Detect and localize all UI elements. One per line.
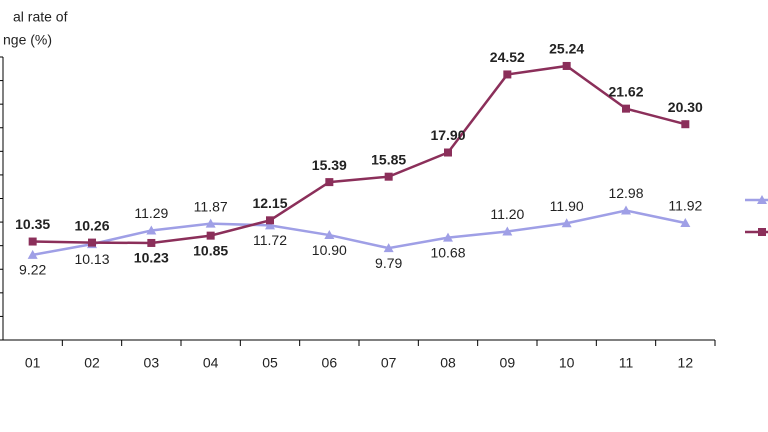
data-point: [681, 120, 690, 129]
data-label: 24.52: [490, 49, 525, 65]
data-label: 20.30: [668, 99, 703, 115]
data-label: 10.90: [312, 242, 347, 258]
data-label: 11.29: [134, 205, 168, 221]
data-point: [562, 61, 571, 70]
x-tick-label: 05: [262, 355, 278, 371]
data-label: 10.85: [193, 242, 228, 258]
x-tick-label: 10: [559, 355, 575, 371]
data-label: 9.79: [375, 255, 402, 271]
data-label: 12.98: [608, 185, 643, 201]
data-label: 11.20: [490, 206, 524, 222]
data-label: 10.23: [134, 250, 169, 266]
y-axis-label: al rate of: [13, 9, 68, 25]
x-tick-label: 09: [500, 355, 516, 371]
data-point: [27, 249, 38, 259]
data-point: [206, 231, 215, 240]
data-point: [443, 232, 453, 242]
data-point: [680, 218, 691, 228]
data-label: 10.68: [430, 244, 465, 260]
data-label: 11.72: [253, 232, 287, 248]
data-point: [146, 225, 157, 235]
data-label: 17.90: [430, 127, 465, 143]
x-tick-label: 03: [144, 355, 160, 371]
data-point: [324, 230, 335, 240]
data-point: [147, 238, 156, 247]
data-label: 11.92: [668, 198, 702, 214]
data-point: [384, 172, 393, 181]
x-tick-label: 07: [381, 355, 397, 371]
x-tick-label: 11: [619, 355, 634, 371]
data-point: [444, 148, 452, 157]
data-point: [502, 226, 513, 236]
data-point: [265, 220, 275, 230]
data-point: [325, 178, 334, 187]
x-tick-label: 01: [25, 355, 41, 371]
x-tick-label: 04: [203, 355, 219, 371]
data-label: 11.87: [194, 198, 228, 214]
data-label: 10.13: [74, 251, 109, 267]
data-label: 11.90: [550, 198, 584, 214]
data-point: [621, 205, 631, 215]
data-point: [383, 243, 394, 253]
data-point: [622, 104, 630, 113]
data-point: [28, 237, 37, 246]
data-point: [88, 238, 96, 247]
data-label: 12.15: [252, 195, 287, 211]
data-label: 15.85: [371, 151, 406, 167]
y-axis-label: nge (%): [3, 32, 52, 48]
series-line: [32, 209, 686, 257]
x-tick-label: 12: [678, 355, 694, 371]
data-label: 15.39: [312, 157, 347, 173]
data-label: 21.62: [608, 83, 643, 99]
x-tick-label: 06: [322, 355, 338, 371]
data-point: [503, 70, 512, 79]
data-label: 10.35: [15, 216, 50, 232]
data-label: 25.24: [549, 41, 584, 57]
data-point: [266, 216, 274, 225]
data-label: 9.22: [19, 262, 46, 278]
data-point: [561, 218, 572, 228]
x-tick-label: 08: [440, 355, 456, 371]
data-point: [205, 218, 216, 228]
series-line: [32, 64, 686, 245]
legend-marker: [758, 228, 766, 236]
legend-marker: [757, 195, 767, 204]
x-tick-label: 02: [84, 355, 100, 371]
data-label: 10.26: [74, 217, 109, 233]
